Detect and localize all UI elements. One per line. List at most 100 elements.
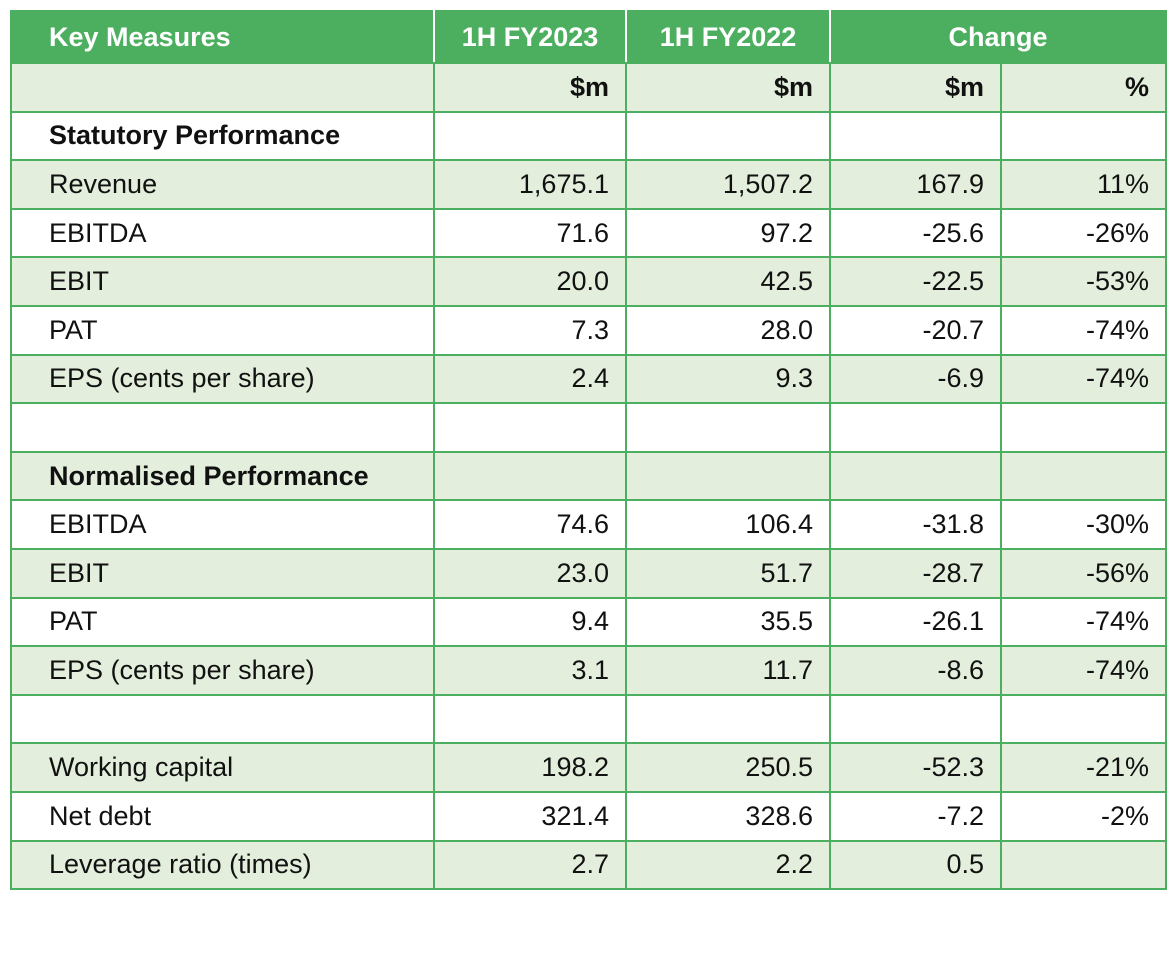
value-change-pct [999, 402, 1168, 453]
value-current [433, 693, 627, 745]
row-label [10, 693, 435, 745]
value-current: 2.7 [433, 839, 627, 891]
value-prior [625, 402, 831, 453]
table-row: PAT 7.3 28.0 -20.7 -74% [10, 304, 1168, 356]
value-change-abs: -31.8 [829, 499, 1002, 550]
value-prior: 250.5 [625, 742, 831, 793]
value-change-abs [829, 402, 1002, 453]
row-label: Revenue [10, 159, 435, 210]
value-prior: 42.5 [625, 256, 831, 307]
header-change: Change [828, 10, 1168, 64]
value-change-pct: -74% [999, 304, 1168, 356]
value-prior: 35.5 [625, 596, 831, 648]
value-current [433, 402, 627, 453]
value-change-pct [999, 693, 1168, 745]
unit-change-abs: $m [829, 62, 1002, 113]
table-row: Net debt 321.4 328.6 -7.2 -2% [10, 790, 1168, 842]
table-header-row: Key Measures 1H FY2023 1H FY2022 Change [10, 10, 1168, 64]
row-label: Normalised Performance [10, 450, 435, 502]
value-change-abs [829, 110, 1002, 162]
value-change-pct: -2% [999, 790, 1168, 842]
table-row: Revenue 1,675.1 1,507.2 167.9 11% [10, 159, 1168, 210]
value-change-abs: -6.9 [829, 353, 1002, 405]
value-change-pct: -74% [999, 353, 1168, 405]
row-label: EBIT [10, 256, 435, 307]
value-current: 198.2 [433, 742, 627, 793]
value-change-abs: -52.3 [829, 742, 1002, 793]
value-prior: 106.4 [625, 499, 831, 550]
section-header-row: Statutory Performance [10, 110, 1168, 162]
value-change-pct: -74% [999, 645, 1168, 696]
value-current: 71.6 [433, 207, 627, 259]
table-row: EBITDA 74.6 106.4 -31.8 -30% [10, 499, 1168, 550]
value-change-abs: -25.6 [829, 207, 1002, 259]
unit-change-pct: % [999, 62, 1168, 113]
spacer-row [10, 402, 1168, 453]
value-change-abs: 0.5 [829, 839, 1002, 891]
row-label: PAT [10, 596, 435, 648]
value-current: 9.4 [433, 596, 627, 648]
unit-prior: $m [625, 62, 831, 113]
value-current: 20.0 [433, 256, 627, 307]
value-current: 3.1 [433, 645, 627, 696]
value-prior [625, 110, 831, 162]
value-change-abs: -22.5 [829, 256, 1002, 307]
unit-current: $m [433, 62, 627, 113]
value-current: 7.3 [433, 304, 627, 356]
row-label: PAT [10, 304, 435, 356]
value-prior: 51.7 [625, 547, 831, 599]
value-change-abs: -8.6 [829, 645, 1002, 696]
row-label: Statutory Performance [10, 110, 435, 162]
value-prior: 1,507.2 [625, 159, 831, 210]
value-prior: 97.2 [625, 207, 831, 259]
row-label: Net debt [10, 790, 435, 842]
value-change-abs [829, 450, 1002, 502]
value-change-pct [999, 110, 1168, 162]
value-prior: 11.7 [625, 645, 831, 696]
value-change-pct: 11% [999, 159, 1168, 210]
table-row: EPS (cents per share) 2.4 9.3 -6.9 -74% [10, 353, 1168, 405]
value-change-pct: -74% [999, 596, 1168, 648]
value-current: 23.0 [433, 547, 627, 599]
value-change-abs: -26.1 [829, 596, 1002, 648]
key-measures-table-container: Key Measures 1H FY2023 1H FY2022 Change … [10, 10, 1168, 891]
value-prior: 9.3 [625, 353, 831, 405]
table-row: PAT 9.4 35.5 -26.1 -74% [10, 596, 1168, 648]
table-row: EBIT 20.0 42.5 -22.5 -53% [10, 256, 1168, 307]
value-change-abs: 167.9 [829, 159, 1002, 210]
table-row: EBITDA 71.6 97.2 -25.6 -26% [10, 207, 1168, 259]
value-change-abs: -7.2 [829, 790, 1002, 842]
value-change-abs [829, 693, 1002, 745]
value-current [433, 110, 627, 162]
value-current: 1,675.1 [433, 159, 627, 210]
value-change-pct: -21% [999, 742, 1168, 793]
value-prior [625, 450, 831, 502]
row-label: EPS (cents per share) [10, 353, 435, 405]
value-prior: 2.2 [625, 839, 831, 891]
header-period-current: 1H FY2023 [433, 10, 627, 64]
row-label: Working capital [10, 742, 435, 793]
row-label: EBITDA [10, 207, 435, 259]
table-row: EPS (cents per share) 3.1 11.7 -8.6 -74% [10, 645, 1168, 696]
value-prior: 328.6 [625, 790, 831, 842]
units-label-cell [10, 62, 435, 113]
spacer-row [10, 693, 1168, 745]
table-row: EBIT 23.0 51.7 -28.7 -56% [10, 547, 1168, 599]
row-label: EPS (cents per share) [10, 645, 435, 696]
value-change-abs: -20.7 [829, 304, 1002, 356]
row-label: Leverage ratio (times) [10, 839, 435, 891]
table-body: Statutory Performance Revenue 1,675.1 1,507… [10, 110, 1168, 891]
value-current: 321.4 [433, 790, 627, 842]
key-measures-table: Key Measures 1H FY2023 1H FY2022 Change … [10, 10, 1168, 891]
table-row: Working capital 198.2 250.5 -52.3 -21% [10, 742, 1168, 793]
row-label: EBITDA [10, 499, 435, 550]
value-change-pct [999, 839, 1168, 891]
table-row: Leverage ratio (times) 2.7 2.2 0.5 [10, 839, 1168, 891]
value-change-pct: -53% [999, 256, 1168, 307]
section-header-row: Normalised Performance [10, 450, 1168, 502]
value-current: 2.4 [433, 353, 627, 405]
value-change-pct: -56% [999, 547, 1168, 599]
value-current: 74.6 [433, 499, 627, 550]
units-row: $m $m $m % [10, 62, 1168, 113]
value-prior [625, 693, 831, 745]
